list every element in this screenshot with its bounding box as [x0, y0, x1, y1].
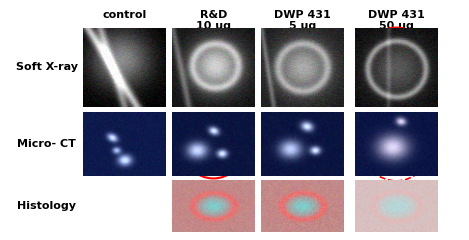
Text: 1 mm: 1 mm — [405, 224, 421, 229]
Text: Micro- CT: Micro- CT — [17, 139, 76, 149]
Text: DWP 431
5 ug: DWP 431 5 ug — [274, 10, 331, 31]
Text: Soft X-ray: Soft X-ray — [16, 62, 78, 72]
Text: 1 mm: 1 mm — [311, 224, 327, 229]
Text: DWP 431
50 ug: DWP 431 50 ug — [368, 10, 425, 31]
Text: Histology: Histology — [17, 201, 76, 211]
Text: control: control — [102, 10, 146, 20]
Text: R&D
10 ug: R&D 10 ug — [196, 10, 231, 31]
Text: 1 mm: 1 mm — [222, 224, 238, 229]
